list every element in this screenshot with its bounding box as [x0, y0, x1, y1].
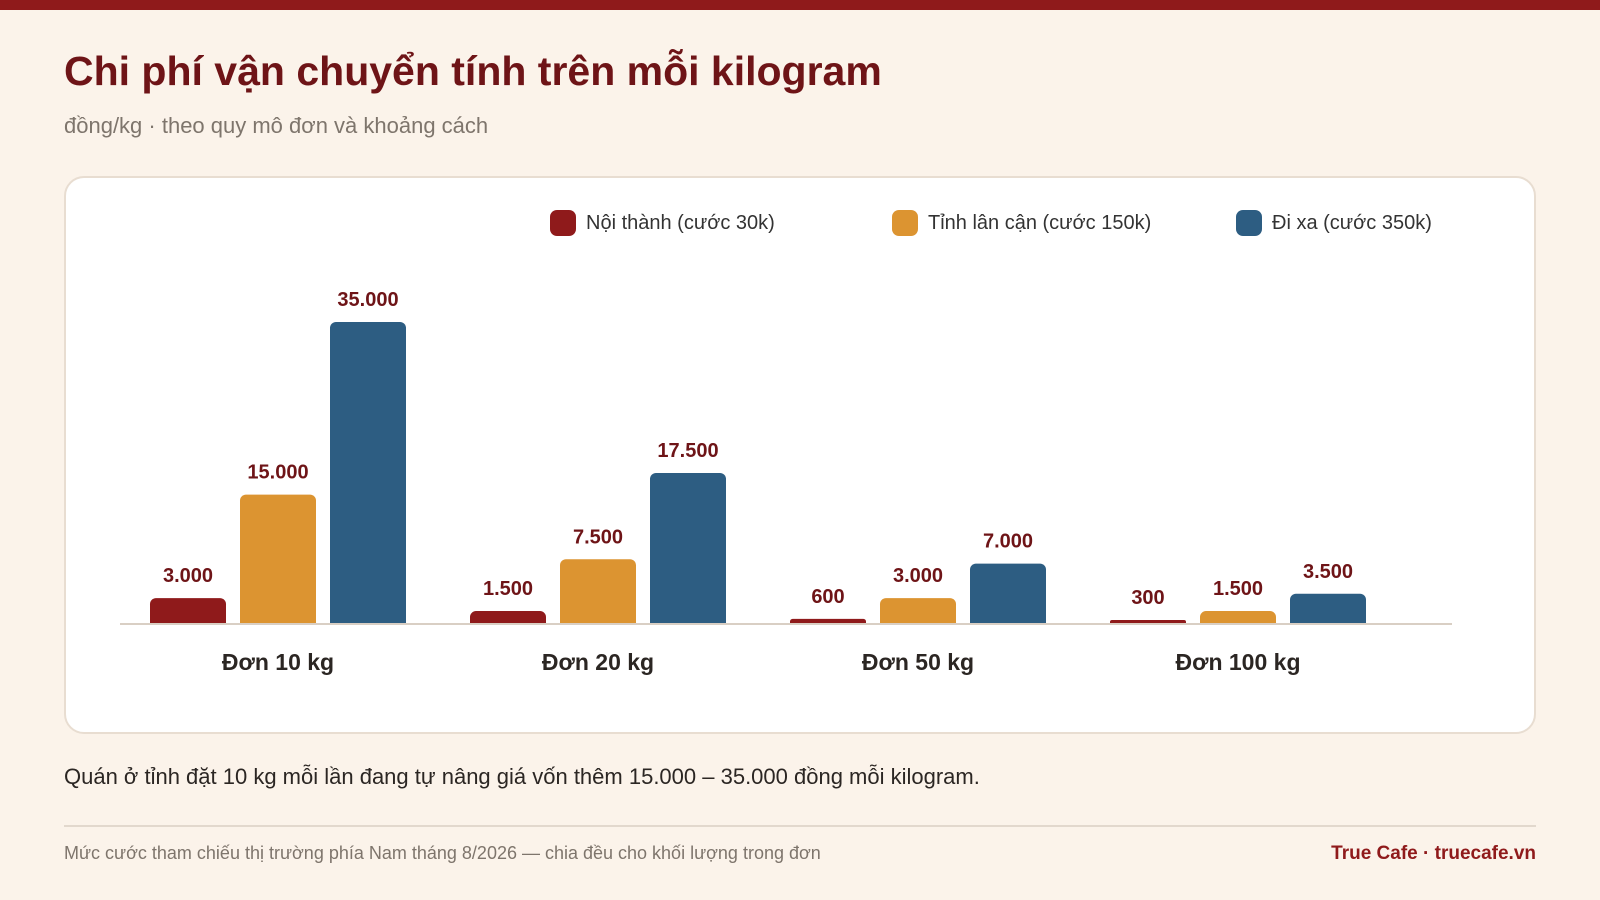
bar	[650, 473, 726, 630]
legend-swatch-noi-thanh	[550, 210, 576, 236]
bar	[560, 559, 636, 630]
takeaway-text: Quán ở tỉnh đặt 10 kg mỗi lần đang tự nâ…	[64, 764, 980, 789]
footer-divider	[64, 825, 1536, 827]
data-label: 600	[811, 586, 844, 608]
bar	[970, 563, 1046, 630]
data-label: 3.000	[893, 565, 943, 587]
x-tick-label: Đơn 100 kg	[1175, 649, 1300, 675]
footer-brand: True Cafe · truecafe.vn	[1331, 843, 1536, 864]
x-tick-label: Đơn 10 kg	[222, 649, 334, 675]
bar	[1290, 593, 1366, 630]
footer-note: Mức cước tham chiếu thị trường phía Nam …	[64, 843, 821, 863]
legend-label-noi-thanh: Nội thành (cước 30k)	[586, 211, 775, 234]
data-label: 300	[1131, 587, 1164, 609]
data-label: 7.500	[573, 526, 623, 548]
data-label: 1.500	[483, 578, 533, 600]
bar	[330, 322, 406, 630]
legend-item-noi-thanh: Nội thành (cước 30k)	[550, 210, 775, 236]
page-subtitle: đồng/kg · theo quy mô đơn và khoảng cách	[64, 113, 489, 138]
data-label: 7.000	[983, 531, 1033, 553]
data-label: 35.000	[337, 289, 398, 311]
x-tick-label: Đơn 20 kg	[542, 649, 654, 675]
x-tick-label: Đơn 50 kg	[862, 649, 974, 675]
page-title: Chi phí vận chuyển tính trên mỗi kilogra…	[64, 48, 882, 94]
bar	[150, 598, 226, 630]
bar-chart: 3.000 15.000 35.000 Đơn 10 kg 1.500 7.500 17.5…	[120, 289, 1452, 675]
top-accent-bar	[0, 0, 1600, 10]
legend-label-di-xa: Đi xa (cước 350k)	[1272, 211, 1432, 234]
baseline-mask	[120, 624, 1452, 632]
legend-item-tinh-lan-can: Tỉnh lân cận (cước 150k)	[892, 210, 1151, 236]
data-label: 3.500	[1303, 561, 1353, 583]
legend-swatch-tinh-lan-can	[892, 210, 918, 236]
bar	[240, 494, 316, 630]
chart-card: Nội thành (cước 30k) Tỉnh lân cận (cước …	[64, 176, 1536, 734]
data-label: 1.500	[1213, 578, 1263, 600]
data-label: 3.000	[163, 565, 213, 587]
bar	[880, 598, 956, 630]
data-label: 15.000	[247, 462, 308, 484]
legend-item-di-xa: Đi xa (cước 350k)	[1236, 210, 1432, 236]
data-label: 17.500	[657, 440, 718, 462]
legend-swatch-di-xa	[1236, 210, 1262, 236]
legend-label-tinh-lan-can: Tỉnh lân cận (cước 150k)	[928, 211, 1152, 234]
